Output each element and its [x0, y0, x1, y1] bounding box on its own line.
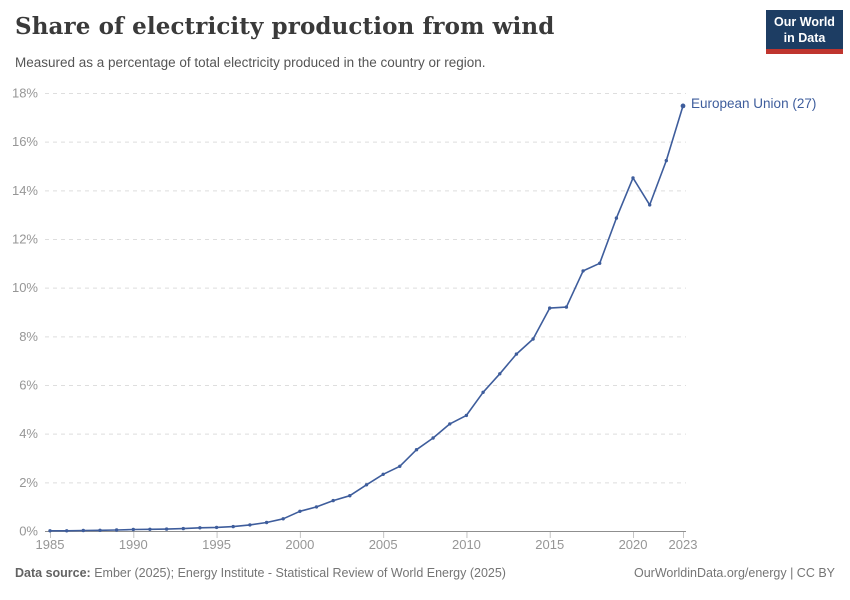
y-tick-label: 4% [19, 426, 38, 441]
y-tick-label: 12% [12, 232, 38, 247]
data-point[interactable] [214, 525, 219, 530]
data-point[interactable] [98, 528, 102, 532]
owid-logo: Our World in Data [766, 10, 843, 54]
data-point[interactable] [581, 269, 585, 273]
data-point[interactable] [231, 524, 235, 529]
owid-logo-text: Our World in Data [766, 10, 843, 49]
x-tick-label: 1995 [202, 537, 231, 552]
data-point[interactable] [264, 520, 269, 525]
data-point[interactable] [48, 529, 52, 533]
data-point[interactable] [248, 523, 252, 527]
data-point-terminal[interactable] [680, 103, 686, 109]
data-point[interactable] [414, 448, 419, 452]
data-point[interactable] [398, 464, 402, 468]
data-point[interactable] [631, 176, 635, 180]
data-point[interactable] [298, 509, 302, 513]
data-point[interactable] [314, 505, 319, 509]
series-label: European Union (27) [691, 96, 817, 111]
data-point[interactable] [364, 483, 369, 487]
data-point[interactable] [81, 528, 86, 533]
y-tick-label: 14% [12, 183, 38, 198]
data-point[interactable] [464, 413, 469, 418]
data-point[interactable] [498, 372, 502, 376]
chart-footer: Data source: Ember (2025); Energy Instit… [0, 566, 850, 580]
data-point[interactable] [198, 526, 202, 530]
data-point[interactable] [481, 390, 485, 394]
x-tick-label: 2010 [452, 537, 481, 552]
data-point[interactable] [514, 352, 519, 356]
y-tick-label: 10% [12, 280, 38, 295]
data-point[interactable] [65, 529, 69, 533]
x-tick-label: 1990 [119, 537, 148, 552]
data-point[interactable] [614, 216, 619, 220]
data-series[interactable] [48, 103, 686, 533]
data-point[interactable] [114, 528, 119, 532]
x-tick-label: 2023 [669, 537, 698, 552]
data-source-label: Data source: [15, 566, 91, 580]
y-tick-label: 8% [19, 329, 38, 344]
data-point[interactable] [564, 305, 569, 309]
y-tick-label: 0% [19, 524, 38, 539]
owid-logo-line2: in Data [783, 31, 826, 45]
data-source-text: Ember (2025); Energy Institute - Statist… [94, 566, 506, 580]
data-source-note: Data source: Ember (2025); Energy Instit… [15, 566, 506, 580]
data-point[interactable] [598, 261, 602, 265]
data-point[interactable] [664, 158, 668, 163]
x-tick-label: 2005 [369, 537, 398, 552]
owid-logo-line1: Our World [774, 15, 835, 29]
x-tick-label: 2000 [285, 537, 314, 552]
data-point[interactable] [131, 527, 135, 532]
x-tick-label: 2015 [535, 537, 564, 552]
x-tick-label: 2020 [619, 537, 648, 552]
data-point[interactable] [648, 203, 652, 207]
y-tick-label: 16% [12, 134, 38, 149]
data-point[interactable] [531, 337, 535, 341]
data-point[interactable] [548, 306, 552, 310]
data-point[interactable] [348, 494, 352, 498]
data-point[interactable] [164, 527, 169, 531]
owid-url-link[interactable]: OurWorldinData.org/energy | CC BY [633, 566, 835, 580]
y-tick-label: 18% [12, 86, 38, 101]
chart-subtitle: Measured as a percentage of total electr… [15, 55, 486, 70]
data-point[interactable] [381, 472, 385, 476]
data-point[interactable] [181, 526, 185, 531]
x-tick-label: 1985 [36, 537, 65, 552]
y-tick-label: 2% [19, 475, 38, 490]
chart-title: Share of electricity production from win… [15, 13, 555, 40]
data-point[interactable] [448, 422, 452, 426]
data-point[interactable] [148, 527, 152, 531]
data-line[interactable] [49, 105, 684, 532]
data-point[interactable] [431, 436, 435, 440]
data-point[interactable] [281, 517, 285, 521]
owid-logo-red-bar [766, 49, 843, 54]
data-point[interactable] [331, 498, 335, 503]
y-tick-label: 6% [19, 378, 38, 393]
